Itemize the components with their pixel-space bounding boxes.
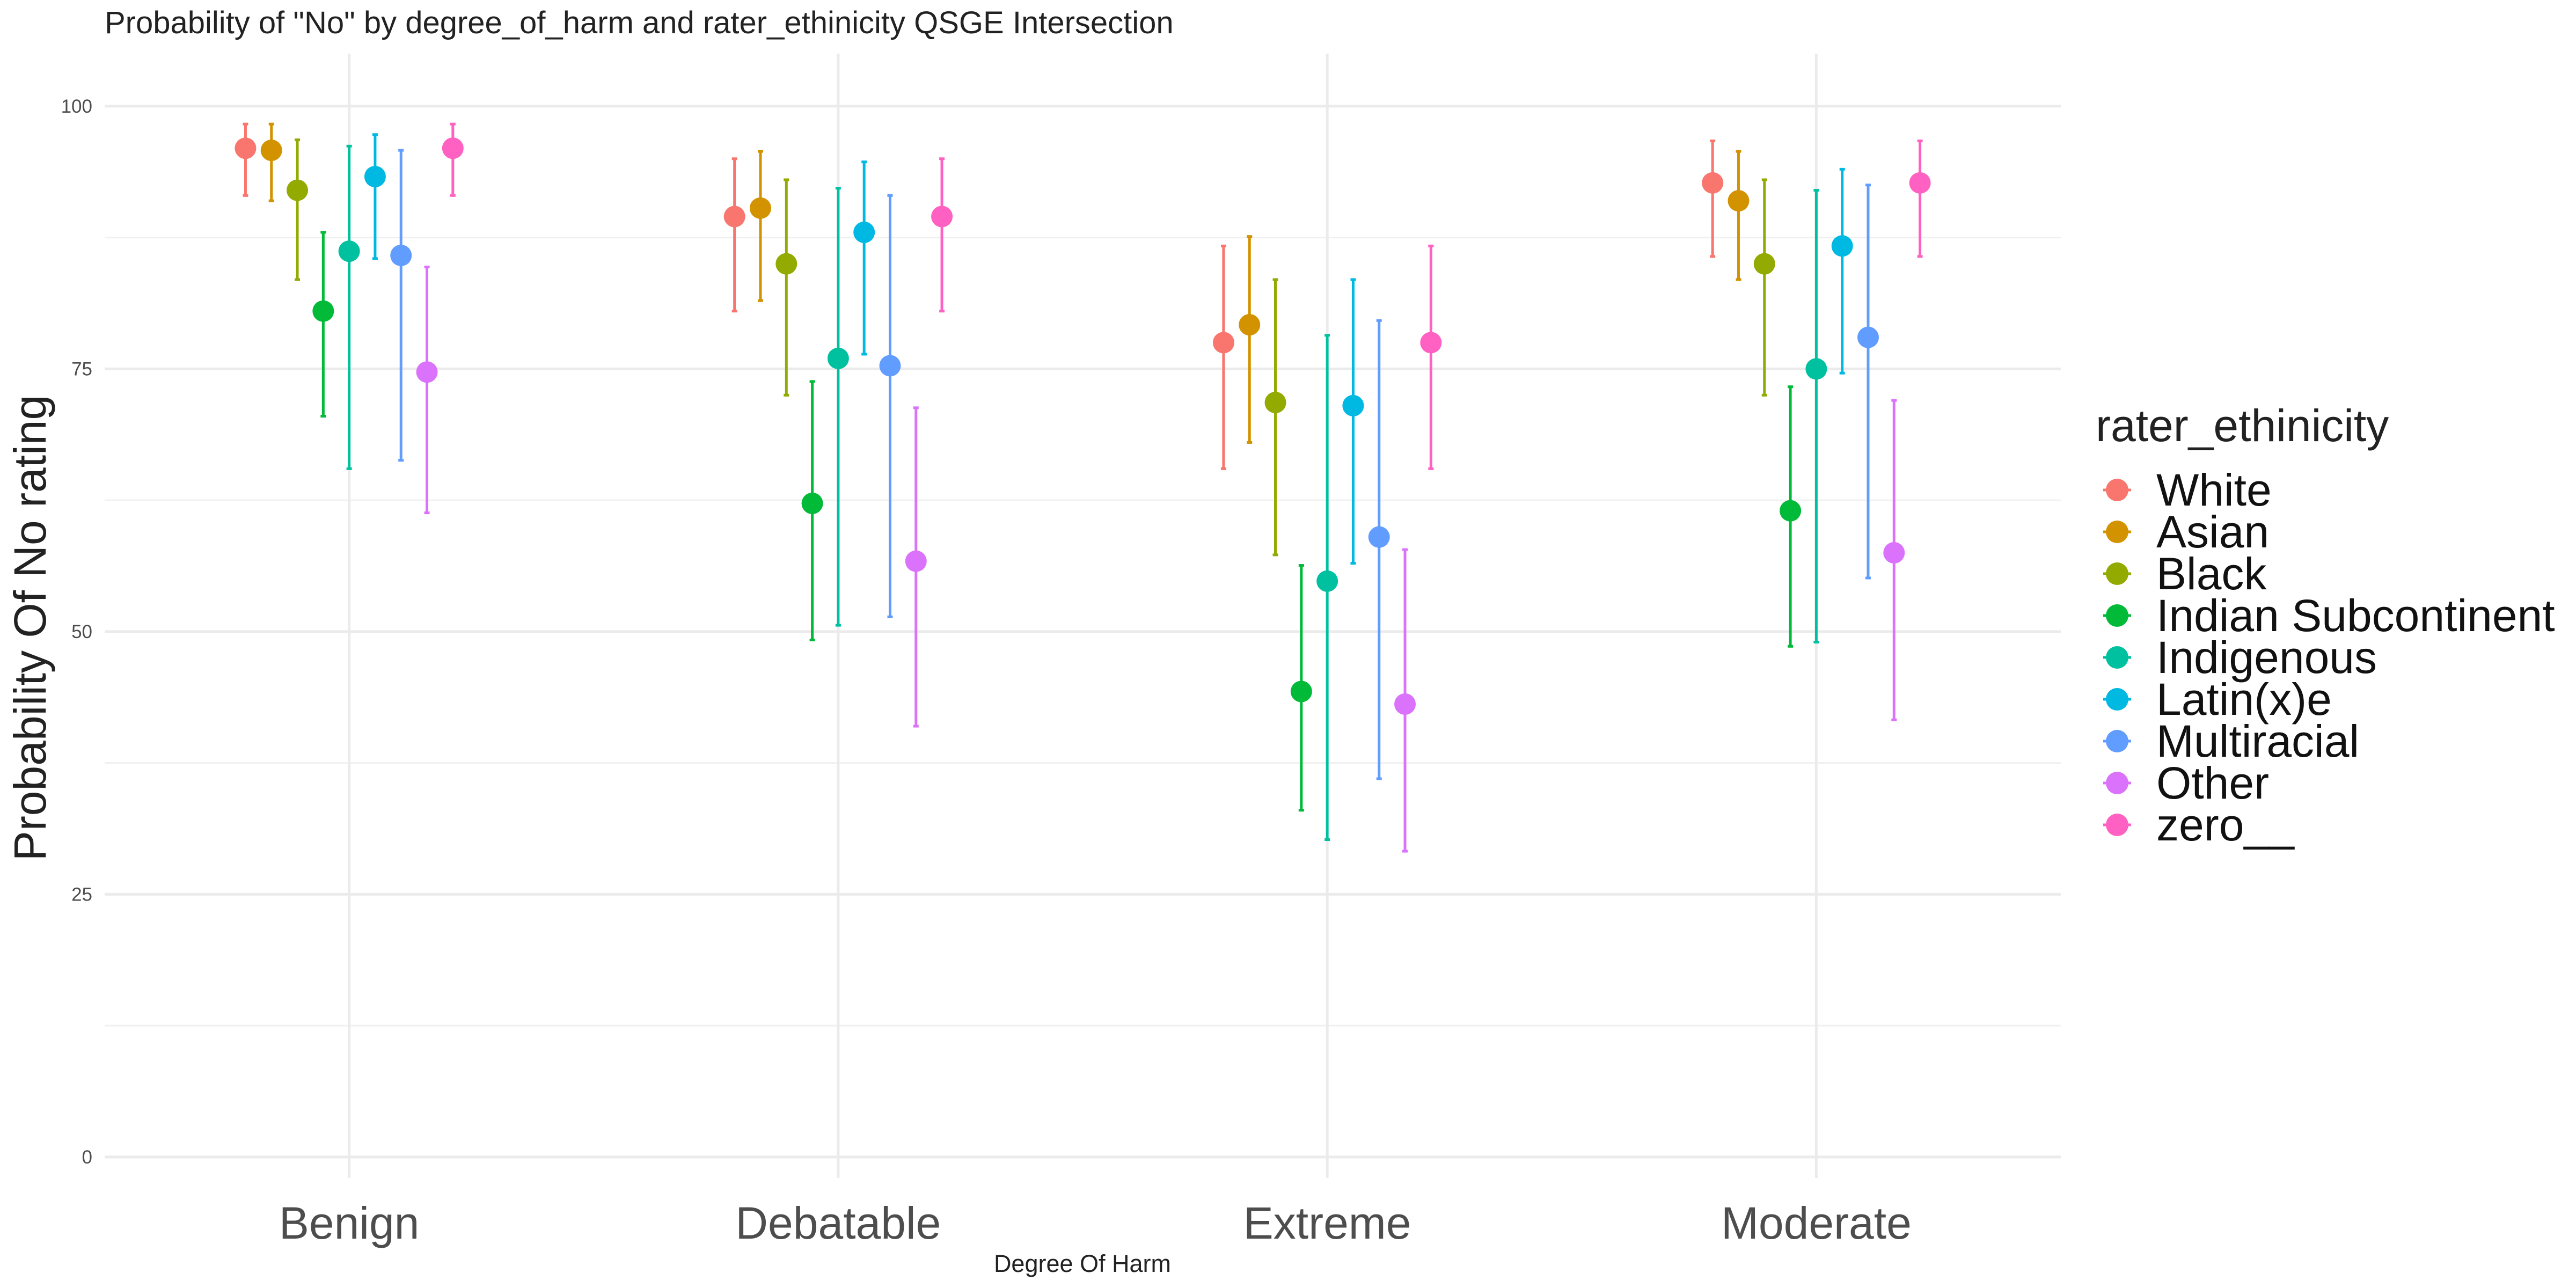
data-point [1420, 332, 1442, 354]
data-point [235, 137, 257, 159]
legend-key-point [2106, 730, 2128, 752]
legend-item: Black [2103, 548, 2267, 599]
legend-label: Other [2156, 758, 2269, 808]
x-tick-label: Moderate [1721, 1198, 1912, 1248]
data-point [442, 137, 464, 159]
chart-title: Probability of "No" by degree_of_harm an… [105, 5, 1174, 40]
legend-item: Indigenous [2103, 632, 2377, 683]
data-point [723, 206, 745, 228]
data-point [931, 206, 953, 228]
legend-key-point [2106, 562, 2128, 585]
series-indian-subcontinent [312, 231, 1802, 812]
legend-key-point [2106, 772, 2128, 794]
legend-item: White [2103, 465, 2272, 515]
legend-item: Latin(x)e [2103, 674, 2332, 724]
legend-key-point [2106, 604, 2128, 627]
data-point [1728, 190, 1750, 212]
x-tick-label: Debatable [735, 1198, 941, 1248]
axes: 0 25 50 75 100 Benign Debatable Extreme Moderate [61, 96, 1912, 1248]
legend-key-point [2106, 688, 2128, 711]
x-axis-title: Degree Of Harm [994, 1250, 1171, 1277]
y-tick-label: 75 [71, 358, 92, 379]
data-point [1831, 235, 1853, 257]
series-latin-x-e [364, 133, 1853, 565]
data-point [853, 221, 875, 243]
series-asian [260, 122, 1750, 444]
data-point [1780, 500, 1802, 522]
data-point [749, 197, 771, 219]
y-tick-label: 50 [71, 621, 92, 642]
data-point [1805, 358, 1827, 380]
legend-label: Indian Subcontinent [2156, 590, 2555, 641]
series-zero- [442, 122, 1931, 470]
data-point [1909, 172, 1931, 194]
legend-item: zero__ [2103, 800, 2295, 850]
series-white [235, 122, 1724, 470]
data-point [1290, 680, 1312, 702]
legend-label: Multiracial [2156, 716, 2359, 766]
data-point [1702, 172, 1724, 194]
legend-item: Asian [2103, 507, 2269, 557]
y-tick-label: 100 [61, 96, 92, 117]
data-point [1342, 394, 1364, 416]
data-point [364, 166, 386, 188]
data-point [1212, 332, 1234, 354]
data-point [260, 140, 282, 162]
data-point [1753, 253, 1775, 275]
x-tick-label: Benign [279, 1198, 420, 1248]
legend-label: zero__ [2156, 800, 2295, 850]
data-point [390, 244, 412, 266]
series-multiracial [390, 149, 1879, 780]
data-point [338, 240, 360, 262]
legend-key-point [2106, 646, 2128, 669]
y-tick-label: 25 [71, 884, 92, 905]
legend-label: Indigenous [2156, 632, 2377, 683]
x-tick-label: Extreme [1243, 1198, 1411, 1248]
data-point [1883, 542, 1905, 564]
legend-label: Black [2156, 548, 2267, 599]
data-series [235, 122, 1931, 853]
series-other [416, 265, 1905, 853]
legend-key-point [2106, 521, 2128, 543]
data-point [1239, 314, 1261, 336]
series-black [287, 138, 1775, 557]
data-point [1857, 326, 1879, 348]
data-point [1316, 570, 1338, 592]
data-point [775, 253, 797, 275]
data-point [1264, 392, 1286, 414]
data-point [312, 300, 334, 322]
data-point [416, 361, 438, 383]
legend-item: Other [2103, 758, 2269, 808]
legend-key-point [2106, 814, 2128, 836]
data-point [879, 355, 901, 377]
data-point [801, 493, 823, 514]
data-point [287, 179, 309, 201]
y-tick-label: 0 [82, 1147, 92, 1168]
legend-title: rater_ethinicity [2096, 400, 2389, 451]
data-point [1368, 526, 1390, 548]
legend-label: Latin(x)e [2156, 674, 2332, 724]
data-point [1394, 693, 1416, 715]
legend-label: Asian [2156, 507, 2269, 557]
legend-label: White [2156, 465, 2272, 515]
y-axis-title: Probability Of No rating [5, 395, 55, 861]
data-point [827, 347, 849, 369]
legend-key-point [2106, 479, 2128, 501]
legend-item: Indian Subcontinent [2103, 590, 2555, 641]
series-indigenous [338, 144, 1827, 841]
data-point [905, 550, 927, 572]
legend-item: Multiracial [2103, 716, 2359, 766]
